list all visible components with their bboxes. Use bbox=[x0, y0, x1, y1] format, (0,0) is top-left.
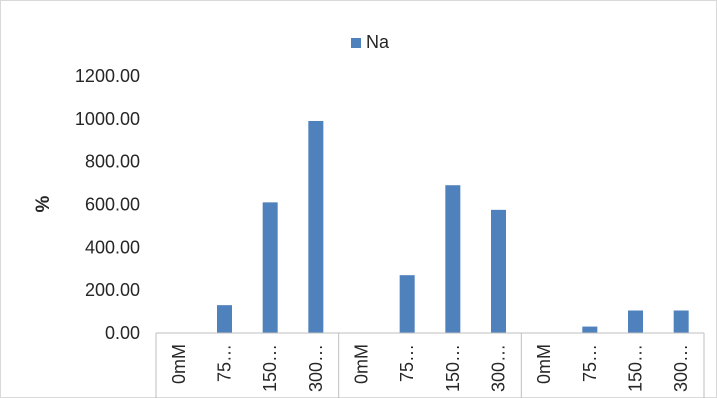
bar-8 bbox=[491, 209, 506, 333]
bar-6 bbox=[399, 275, 415, 334]
y-axis-label: % bbox=[33, 195, 54, 212]
bar-11 bbox=[628, 310, 643, 333]
category-labels: 0mM 75… 150… 300… 0mM 75… 150… 300… 0mM 75… 150… 30… bbox=[169, 344, 691, 392]
category-label: 300… bbox=[306, 344, 326, 392]
y-tick-label: 600.00 bbox=[85, 195, 140, 215]
bar-10 bbox=[582, 326, 598, 333]
y-tick-label: 200.00 bbox=[85, 280, 140, 300]
legend-swatch-na bbox=[351, 38, 361, 48]
category-label: 75… bbox=[215, 344, 235, 382]
y-tick-label: 1000.00 bbox=[75, 109, 140, 129]
y-tick-label: 400.00 bbox=[85, 237, 140, 257]
category-label: 150… bbox=[443, 344, 463, 392]
y-tick-label: 0.00 bbox=[105, 323, 140, 343]
category-label: 75… bbox=[580, 344, 600, 382]
bar-2 bbox=[217, 305, 232, 333]
bar-7 bbox=[445, 185, 461, 333]
category-label: 150… bbox=[260, 344, 280, 392]
y-axis-ticks: 0.00 200.00 400.00 600.00 800.00 1000.00 1200.… bbox=[75, 66, 140, 343]
category-label: 300… bbox=[489, 344, 509, 392]
legend-label-na: Na bbox=[366, 32, 390, 52]
bar-12 bbox=[673, 310, 689, 333]
bar-4 bbox=[308, 120, 324, 333]
category-label: 0mM bbox=[534, 344, 554, 384]
legend: Na bbox=[351, 32, 390, 52]
category-separators bbox=[155, 332, 705, 398]
category-label: 0mM bbox=[352, 344, 372, 384]
y-tick-label: 1200.00 bbox=[75, 66, 140, 86]
bars bbox=[217, 120, 689, 334]
category-label: 150… bbox=[626, 344, 646, 392]
category-label: 75… bbox=[397, 344, 417, 382]
y-tick-label: 800.00 bbox=[85, 152, 140, 172]
category-label: 300… bbox=[671, 344, 691, 392]
bar-3 bbox=[262, 202, 278, 333]
category-label: 0mM bbox=[169, 344, 189, 384]
